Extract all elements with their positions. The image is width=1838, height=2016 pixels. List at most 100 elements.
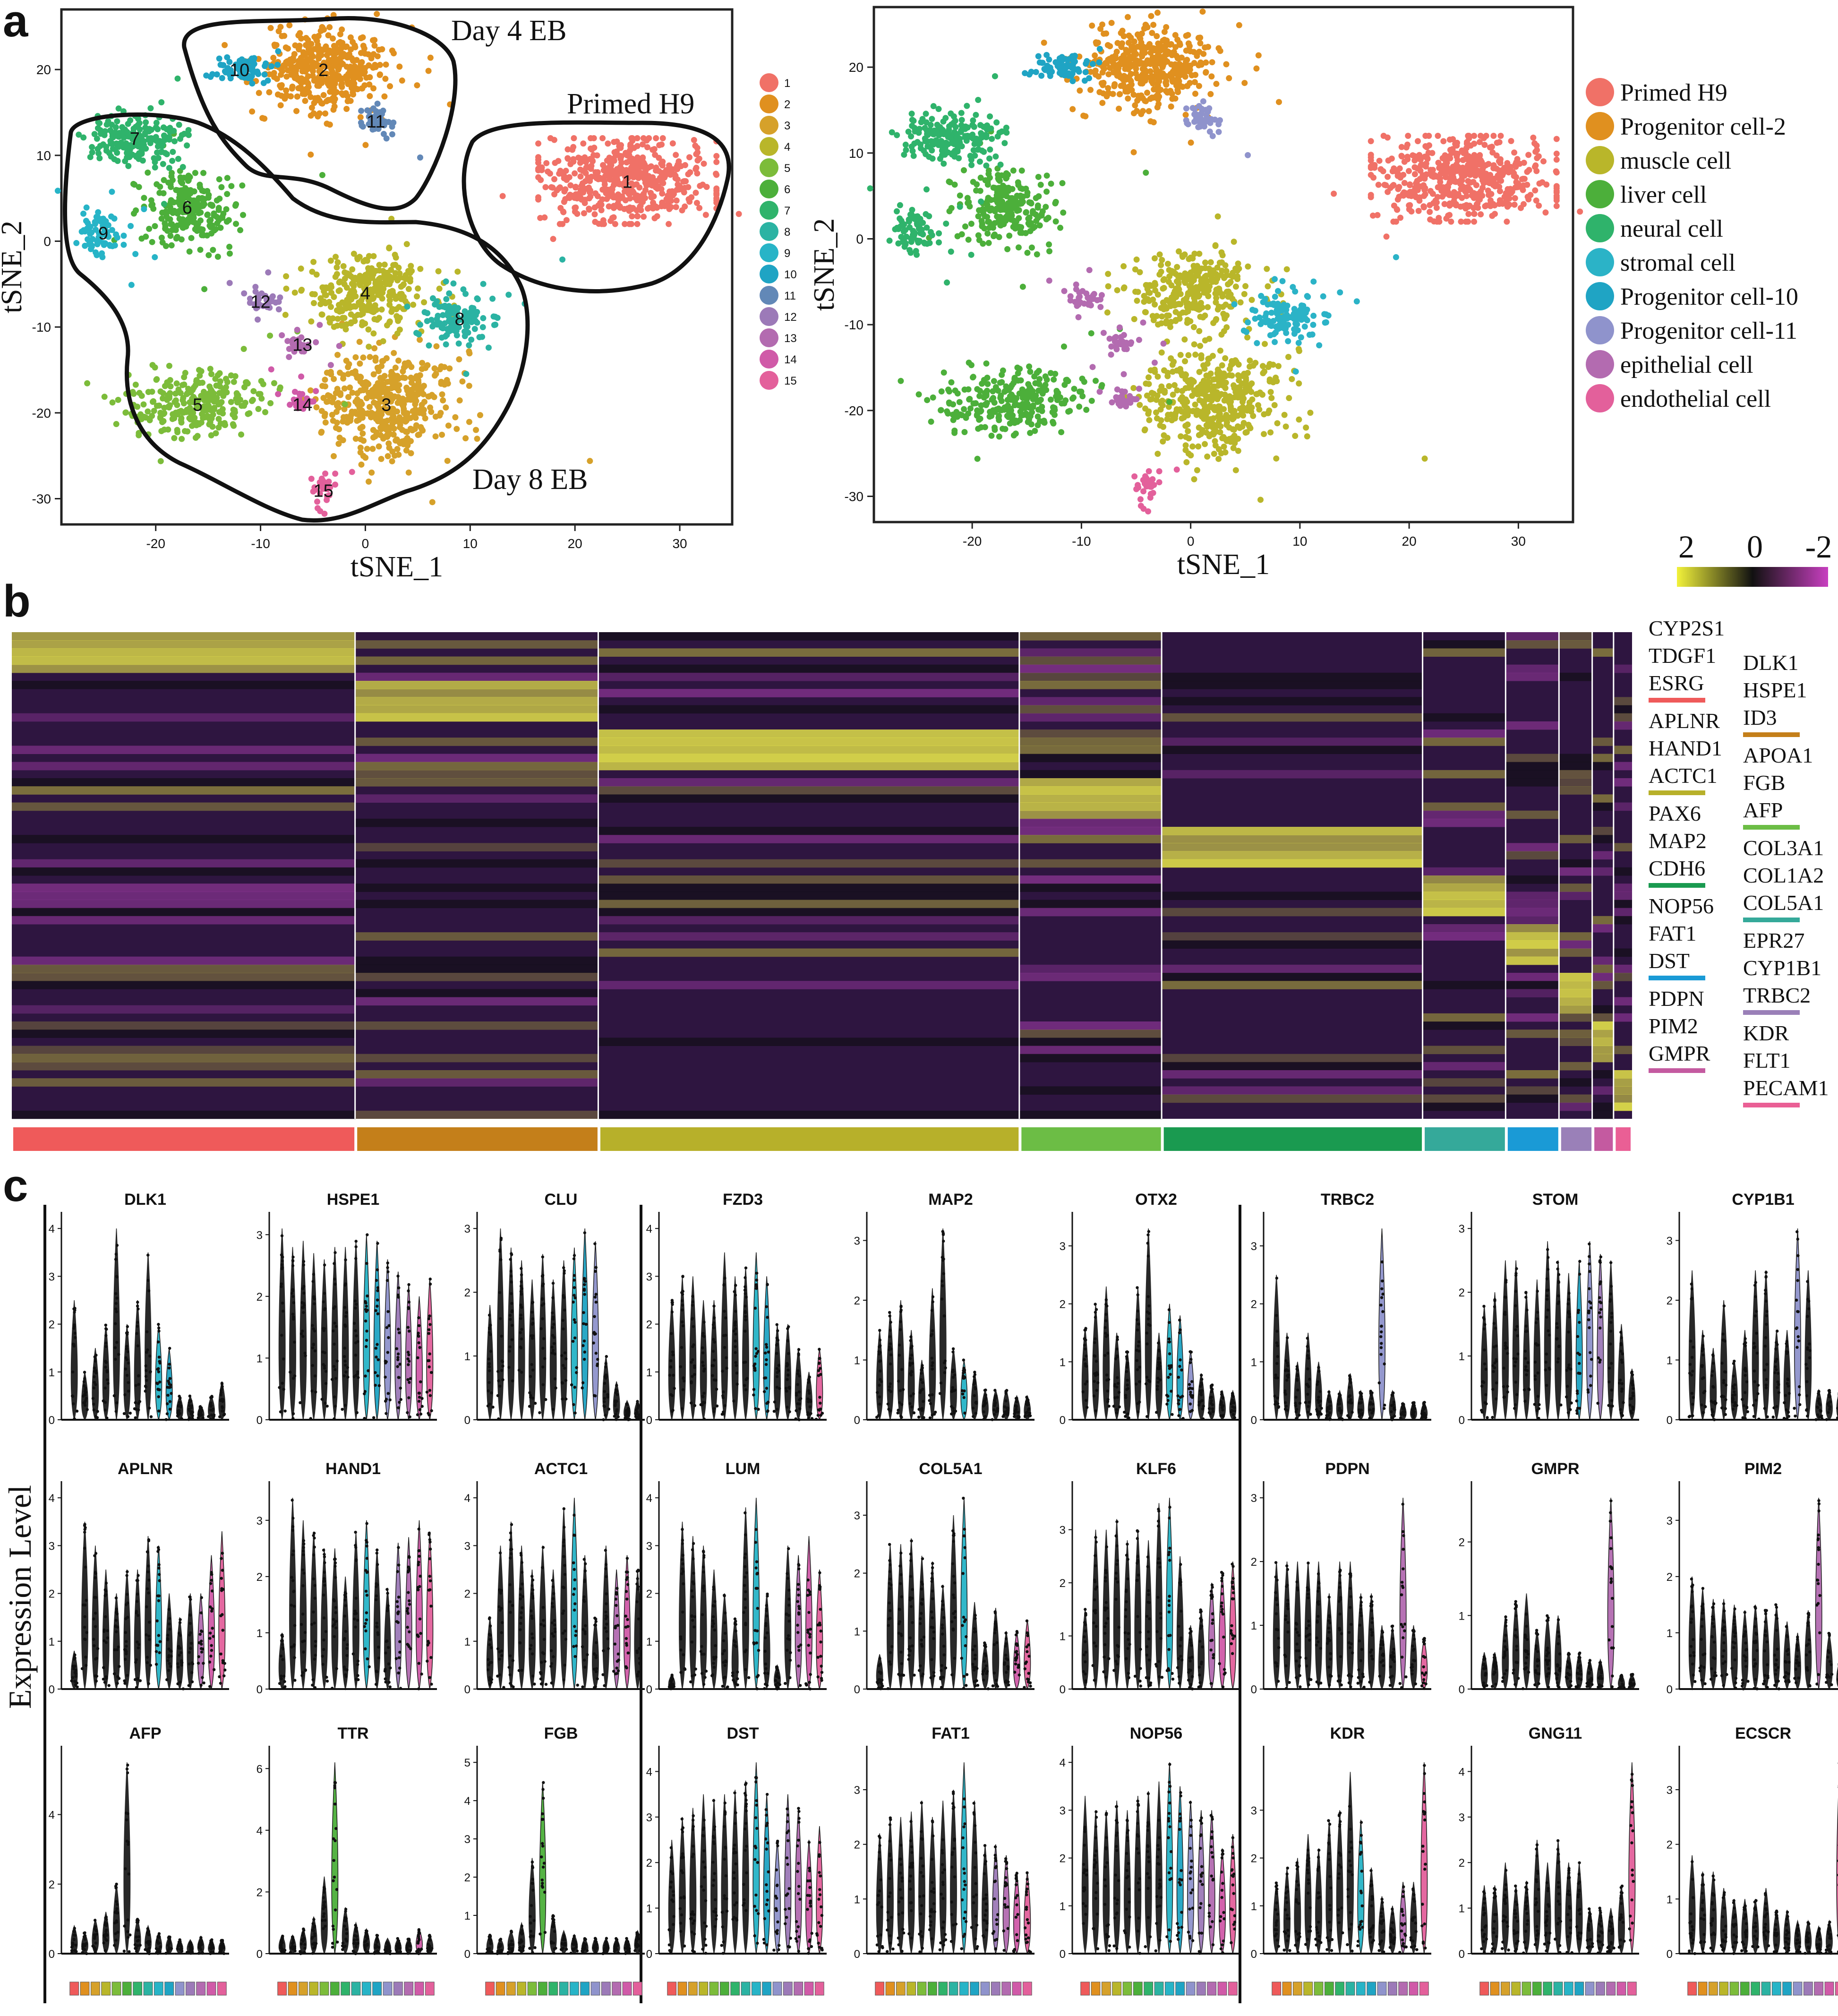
cell-point [386,319,393,326]
cell-point [444,377,450,383]
cell-point [1027,369,1034,375]
cell-point [1214,213,1221,220]
cell-point [995,405,1002,412]
cell-point [1036,376,1043,382]
cluster-number: 4 [360,284,370,304]
cell-point [1025,413,1031,420]
cell-point [427,54,434,61]
cell-point [1217,347,1223,354]
cell-point [1212,438,1218,445]
cell-point [1163,37,1170,44]
cell-point [693,199,700,206]
cell-point [633,164,640,171]
cell-point [209,202,215,208]
cell-point [199,411,205,417]
cell-point [1534,155,1540,162]
cell-point [682,203,688,210]
cell-point [1060,209,1067,216]
panel-label-c: c [3,1160,28,1211]
cell-point [954,390,961,397]
cell-point [389,47,395,54]
legend-swatch [760,371,778,390]
cell-point [1191,341,1197,348]
cell-point [136,155,142,162]
cell-point [1478,211,1484,218]
cell-point [92,219,98,225]
cell-point [1435,133,1441,139]
cell-point [187,404,193,411]
cell-point [354,418,360,424]
cell-point [1161,432,1167,438]
cell-point [1230,411,1237,417]
cell-point [1401,180,1408,186]
cell-point [1395,171,1402,178]
cell-point [1105,57,1111,63]
cell-point [1158,305,1164,311]
cell-point [1134,298,1140,304]
cell-point [1203,69,1209,76]
cell-point [408,450,414,456]
cell-point [358,461,365,468]
cell-point [965,386,972,393]
cell-point [585,164,591,171]
cell-point [417,321,423,328]
cluster-number: 7 [130,129,140,149]
cell-point [1175,89,1181,95]
cell-point [94,125,101,131]
cell-point [154,376,160,383]
cell-point [1209,59,1215,66]
cell-point [577,166,584,173]
cell-point [167,383,174,390]
cell-point [270,54,277,61]
cell-point [1222,391,1228,398]
cell-point [336,279,342,286]
cell-point [1197,343,1204,349]
cell-point [1046,241,1052,248]
cell-point [207,216,214,223]
cell-point [1023,396,1030,403]
cell-point [158,215,165,222]
legend-label: 10 [784,268,797,281]
cell-point [673,152,679,158]
cell-point [1087,86,1094,93]
cell-point [152,159,158,165]
cell-point [1496,139,1503,146]
cell-point [408,438,414,445]
cell-point [421,299,427,306]
cell-point [377,375,384,381]
cell-point [329,48,335,54]
cell-point [388,378,395,385]
cell-point [256,90,262,96]
cell-point [1025,419,1031,425]
legend-label: 9 [784,247,790,260]
cell-point [216,370,223,377]
cell-point [347,98,354,104]
cell-point [1154,451,1161,457]
cell-point [1135,289,1141,295]
cell-point [298,35,305,42]
cell-point [1048,180,1054,187]
cell-point [208,371,215,377]
cell-point [124,150,130,156]
cell-point [984,374,991,381]
cell-point [204,211,211,218]
cell-point [1114,287,1120,293]
panel-label-a: a [3,0,28,46]
cell-point [293,74,300,81]
cell-point [1493,152,1500,159]
cell-point [945,410,951,417]
cell-point [1039,403,1045,410]
legend-swatch [760,350,778,369]
cell-point [641,161,648,168]
cell-point [1307,410,1314,416]
cell-point [283,92,290,99]
cell-point [226,280,233,286]
cell-point [1078,388,1085,395]
cell-point [541,214,548,221]
cell-point [186,248,193,255]
cell-point [1439,193,1445,200]
cell-point [1147,367,1154,374]
cell-point [1027,228,1034,234]
cell-point [1221,313,1228,320]
legend-label: 5 [784,162,790,175]
